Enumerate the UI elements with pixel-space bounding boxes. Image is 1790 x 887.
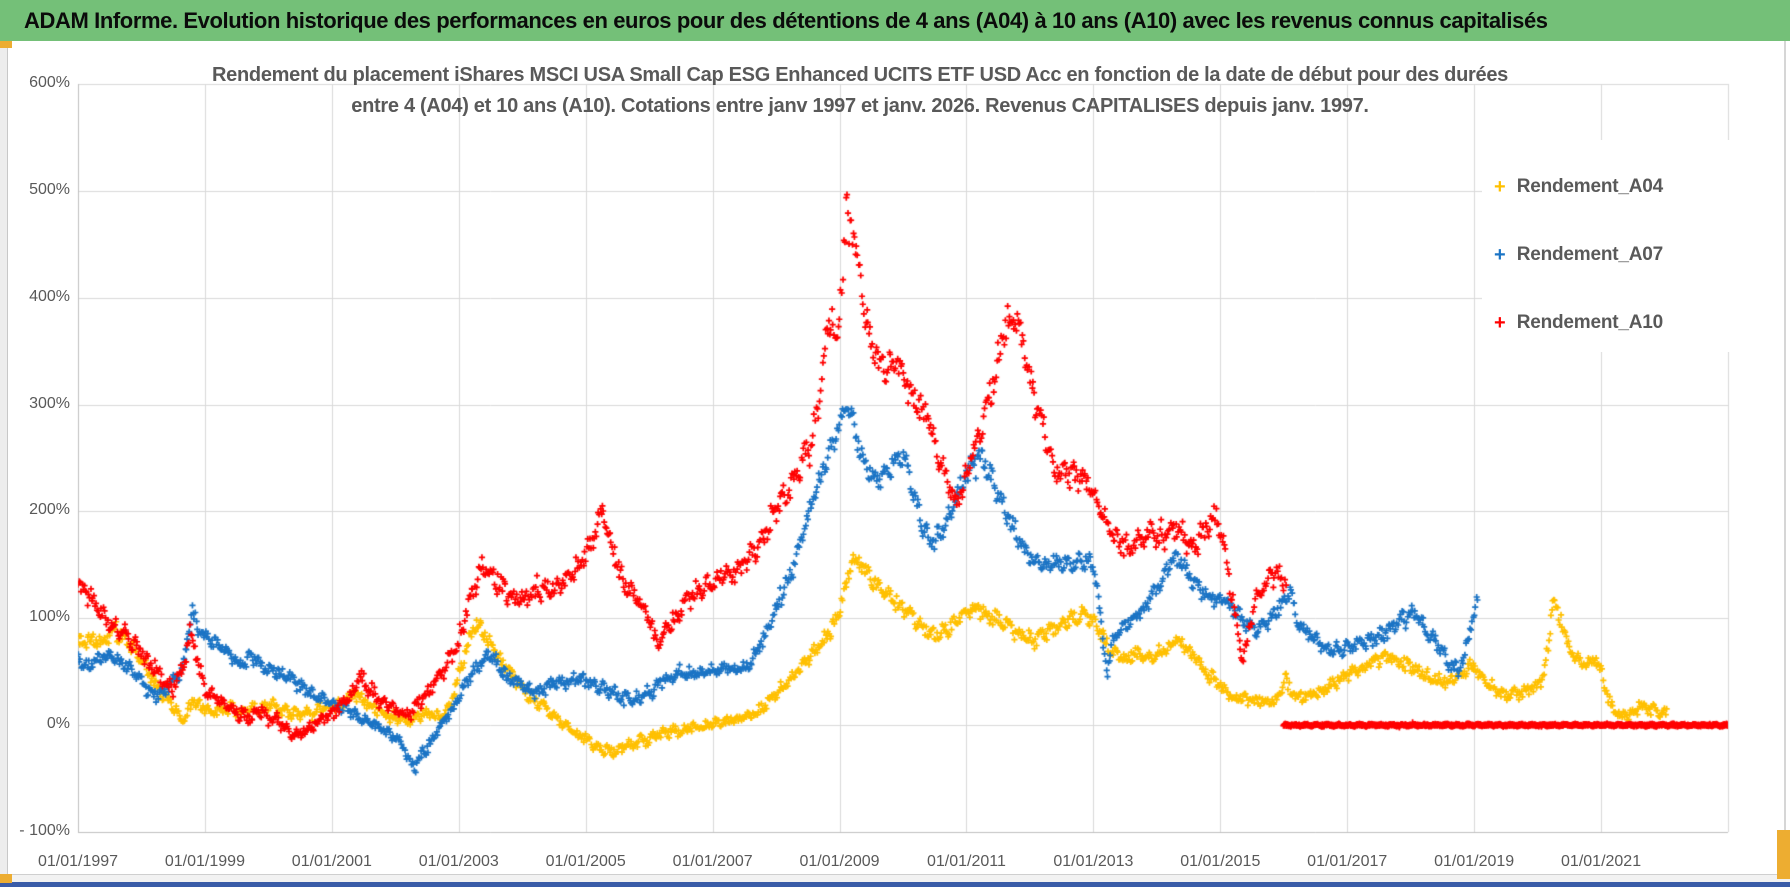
- chart-title: Rendement du placement iShares MSCI USA …: [95, 60, 1625, 122]
- bottom-border-bar: [0, 882, 1790, 887]
- chart-title-line2: entre 4 (A04) et 10 ans (A10). Cotations…: [351, 95, 1369, 117]
- y-axis-tick-label: 0%: [46, 715, 70, 733]
- chart-title-line1: Rendement du placement iShares MSCI USA …: [212, 64, 1508, 86]
- y-axis-tick-label: 400%: [29, 287, 70, 305]
- header-bar: ADAM Informe. Evolution historique des p…: [0, 0, 1790, 41]
- x-axis-tick-label: 01/01/2003: [418, 853, 499, 870]
- gold-accent-bottom-left: [0, 874, 12, 883]
- legend-label: Rendement_A04: [1516, 176, 1663, 197]
- window-bottom-edge: [0, 874, 1790, 883]
- x-axis-tick-label: 01/01/2015: [1180, 853, 1261, 870]
- y-axis-tick-label: 200%: [29, 501, 70, 519]
- legend-item-rendement-a07[interactable]: + Rendement_A07: [1494, 244, 1663, 266]
- header-title: ADAM Informe. Evolution historique des p…: [24, 7, 1548, 33]
- plus-marker-icon: +: [1494, 244, 1506, 266]
- x-axis-tick-label: 01/01/2001: [291, 853, 372, 870]
- x-axis-tick-label: 01/01/2013: [1053, 853, 1134, 870]
- x-axis-tick-label: 01/01/2009: [799, 853, 880, 870]
- x-axis-tick-label: 01/01/2019: [1434, 853, 1515, 870]
- plus-marker-icon: +: [1494, 176, 1506, 198]
- x-axis-tick-label: 01/01/2021: [1561, 853, 1642, 870]
- x-axis-tick-label: 01/01/1997: [37, 853, 119, 870]
- gold-accent-bottom-right: [1777, 830, 1790, 879]
- y-axis-tick-label: 500%: [29, 180, 70, 198]
- legend-label: Rendement_A10: [1516, 312, 1663, 333]
- y-axis-tick-label: - 100%: [19, 822, 70, 839]
- y-axis-tick-label: 600%: [29, 74, 70, 91]
- window-right-edge: [1784, 41, 1786, 875]
- y-axis-tick-label: 300%: [29, 394, 70, 412]
- window-left-edge: [0, 41, 8, 875]
- y-axis-tick-label: 100%: [29, 608, 70, 626]
- legend-label: Rendement_A07: [1516, 244, 1663, 265]
- legend-item-rendement-a04[interactable]: + Rendement_A04: [1494, 176, 1663, 198]
- x-axis-tick-label: 01/01/2007: [672, 853, 753, 870]
- x-axis-tick-label: 01/01/2005: [545, 853, 626, 870]
- x-axis-tick-label: 01/01/2017: [1307, 853, 1388, 870]
- plus-marker-icon: +: [1494, 312, 1506, 334]
- legend-item-rendement-a10[interactable]: + Rendement_A10: [1494, 312, 1663, 334]
- x-axis-tick-label: 01/01/2011: [927, 853, 1006, 870]
- chart-legend: + Rendement_A04 + Rendement_A07 + Rendem…: [1482, 140, 1774, 352]
- gold-accent-top-left: [0, 41, 12, 48]
- x-axis-tick-label: 01/01/1999: [164, 853, 245, 870]
